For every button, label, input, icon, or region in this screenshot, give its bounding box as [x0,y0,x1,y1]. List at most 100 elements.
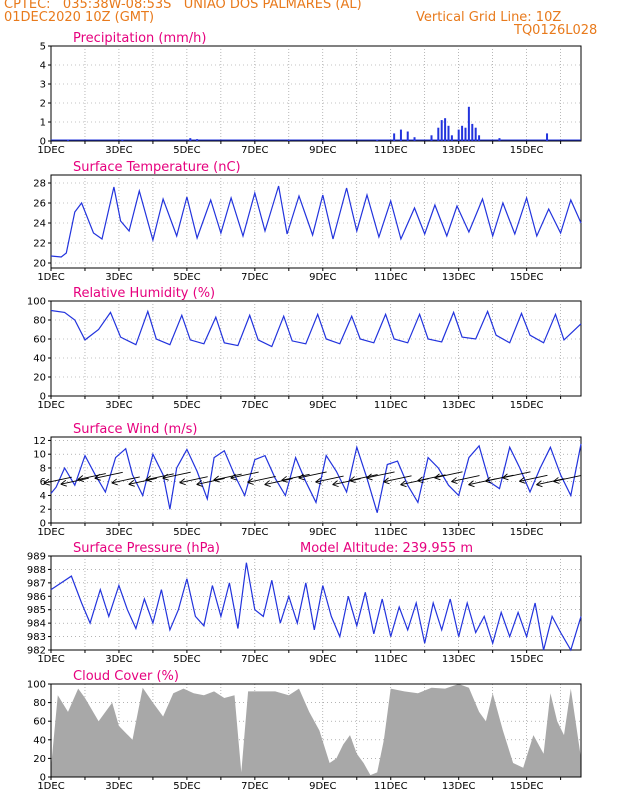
wind-vector [383,475,412,483]
wind-vector [196,478,225,485]
precip-bar [478,135,481,141]
wind-vector [366,471,395,479]
y-tick-label: 5 [40,42,46,53]
wind-arrowhead [128,479,135,487]
wind-vector [213,473,242,481]
wind-arrowhead [485,476,492,484]
wind-arrowhead [553,477,560,484]
panel-frame [50,555,582,651]
wind-vector [434,471,463,479]
x-tick-label: 1DEC [37,272,64,283]
panel-title: Surface Temperature (nC) [73,160,241,175]
x-tick-label: 15DEC [510,400,544,411]
wind-arrowhead [315,477,322,485]
panel-frame [50,45,582,142]
x-tick-label: 9DEC [309,527,336,538]
series-line [50,443,582,513]
precip-bar [447,125,450,141]
y-tick-label: 987 [27,578,46,589]
precip-bar [546,133,549,141]
x-tick-label: 11DEC [374,527,408,538]
x-tick-label: 11DEC [374,272,408,283]
wind-vector [77,473,106,480]
wind-arrowhead [77,475,84,482]
x-tick-label: 3DEC [105,145,132,156]
y-tick-label: 989 [27,552,46,563]
panel-frame [50,300,582,397]
x-tick-label: 5DEC [173,781,200,792]
panel-frame [50,683,582,778]
x-tick-label: 1DEC [37,654,64,665]
precip-bar [440,120,443,141]
wind-arrowhead [468,480,475,488]
y-tick-label: 100 [27,297,46,308]
precip-bar [376,140,379,141]
x-tick-label: 5DEC [173,400,200,411]
x-tick-label: 1DEC [37,781,64,792]
wind-arrowhead [247,478,254,485]
panel-title: Surface Pressure (hPa) [73,541,220,556]
header-grid-note: Vertical Grid Line: 10Z [416,10,562,25]
wind-vector [60,477,89,485]
y-tick-label: 986 [27,592,46,603]
wind-vector [519,474,548,482]
wind-arrowhead [502,473,509,481]
x-tick-label: 7DEC [241,781,268,792]
wind-arrowhead [111,478,118,486]
x-tick-label: 9DEC [309,400,336,411]
precip-bar [66,140,69,141]
y-tick-label: 985 [27,605,46,616]
wind-arrowhead [383,477,390,485]
x-tick-label: 3DEC [105,527,132,538]
wind-arrowhead [366,473,373,481]
wind-arrowhead [298,473,305,481]
wind-arrowhead [43,478,50,486]
wind-vector [162,471,191,479]
precip-bar [430,135,433,141]
y-tick-label: 3 [40,80,46,91]
y-tick-label: 1 [40,118,46,129]
wind-vector [247,475,276,483]
panel-title: Relative Humidity (%) [73,286,215,301]
x-tick-label: 9DEC [309,781,336,792]
wind-arrowhead [451,477,458,484]
wind-vector [43,476,72,484]
panel-subtitle: Model Altitude: 239.955 m [300,541,473,556]
series-line [50,562,582,652]
wind-vector [94,471,123,479]
wind-vector [281,473,310,481]
x-tick-label: 15DEC [510,781,544,792]
x-tick-label: 7DEC [241,145,268,156]
y-tick-label: 4 [40,491,46,502]
wind-arrowhead [145,475,152,483]
cloud-area [51,684,581,777]
x-tick-label: 11DEC [374,145,408,156]
precip-bar [121,139,124,141]
wind-arrowhead [179,478,186,486]
x-tick-label: 1DEC [37,527,64,538]
x-tick-label: 3DEC [105,272,132,283]
y-tick-label: 20 [33,259,46,270]
x-tick-label: 7DEC [241,400,268,411]
wind-vector [111,476,140,484]
precip-bar [413,137,416,141]
precip-bar [450,135,453,141]
y-tick-label: 0 [40,392,46,403]
x-tick-label: 3DEC [105,400,132,411]
header-line1: CPTEC: 035:38W-08:53S UNIAO DOS PALMARES… [4,0,362,12]
precip-bar [196,139,199,141]
y-tick-label: 22 [33,239,46,250]
x-tick-label: 3DEC [105,781,132,792]
wind-vector [349,474,378,482]
panel-title: Cloud Cover (%) [73,669,179,684]
precip-bar [437,127,440,141]
precip-bar [471,123,474,141]
panel-frame [50,436,582,524]
x-tick-label: 15DEC [510,272,544,283]
y-tick-label: 80 [33,698,46,709]
x-tick-label: 3DEC [105,654,132,665]
wind-arrowhead [400,480,407,488]
wind-arrowhead [264,480,271,487]
x-tick-label: 1DEC [37,145,64,156]
